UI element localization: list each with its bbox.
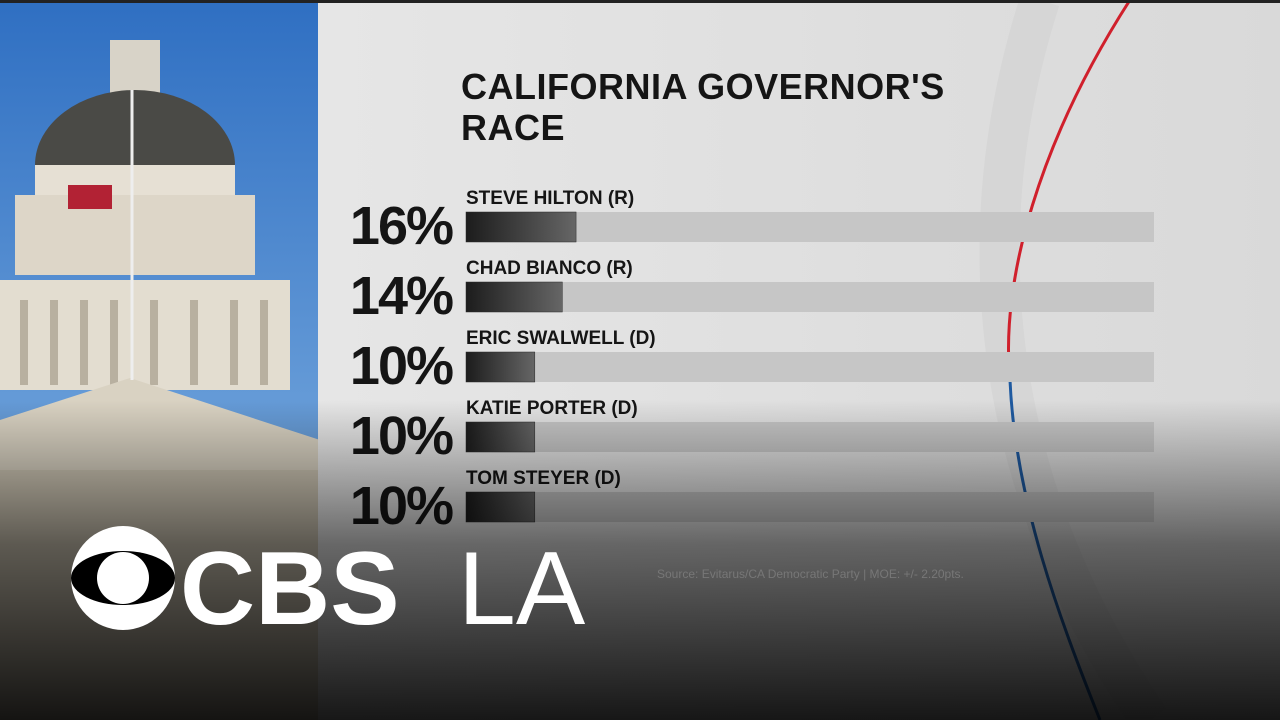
logo-network: CBS: [180, 531, 400, 647]
candidate-name: ERIC SWALWELL (D): [466, 328, 656, 349]
bar-track: [466, 352, 1154, 382]
source-note: Source: Evitarus/CA Democratic Party | M…: [657, 567, 964, 581]
value-label: 16%: [350, 196, 453, 256]
bar: [465, 211, 577, 243]
bar: [465, 351, 536, 383]
bar-track: [466, 282, 1154, 312]
top-edge: [0, 0, 1280, 3]
bottom-shade: [0, 400, 1280, 720]
value-label: 14%: [350, 266, 453, 326]
cbs-eye: [71, 526, 175, 630]
candidate-name: CHAD BIANCO (R): [466, 258, 633, 279]
bar-track: [466, 212, 1154, 242]
bar: [465, 281, 563, 313]
chart-title: CALIFORNIA GOVERNOR'S RACE: [461, 66, 945, 148]
decor-arc-red: [1007, 0, 1132, 381]
candidate-name: STEVE HILTON (R): [466, 188, 634, 209]
value-label: 10%: [350, 336, 453, 396]
logo-station: LA: [458, 531, 586, 647]
